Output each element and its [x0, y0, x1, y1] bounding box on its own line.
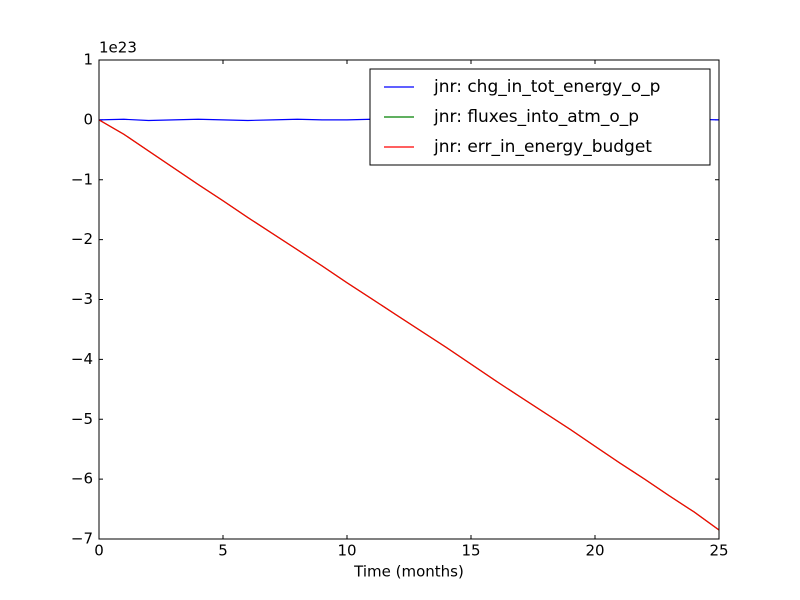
x-tick-label: 10 [337, 542, 356, 560]
x-tick-label: 20 [585, 542, 604, 560]
series-line [98, 119, 720, 531]
plot-frame [98, 59, 720, 540]
legend-label: jnr: chg_in_tot_energy_o_p [433, 77, 660, 97]
x-tick-label: 25 [709, 542, 728, 560]
y-tick-label: −6 [71, 470, 93, 488]
legend-label: jnr: err_in_energy_budget [433, 137, 652, 157]
y-tick-label: 1 [83, 51, 93, 69]
legend: jnr: chg_in_tot_energy_o_p jnr: fluxes_in… [369, 68, 711, 166]
y-tick-label: −1 [71, 170, 93, 188]
y-tick-label: −2 [71, 230, 93, 248]
y-offset-label: 1e23 [99, 39, 137, 57]
x-axis-label: Time (months) [353, 563, 464, 581]
y-tick-label: −7 [71, 530, 93, 548]
x-tick-label: 15 [461, 542, 480, 560]
y-tick-label: −3 [71, 290, 93, 308]
y-tick-label: 0 [83, 110, 93, 128]
x-tick-label: 5 [218, 542, 228, 560]
y-tick-label: −4 [71, 350, 93, 368]
y-tick-label: −5 [71, 410, 93, 428]
legend-box [369, 68, 711, 166]
legend-label: jnr: fluxes_into_atm_o_p [433, 107, 639, 127]
x-tick-label: 0 [94, 542, 104, 560]
